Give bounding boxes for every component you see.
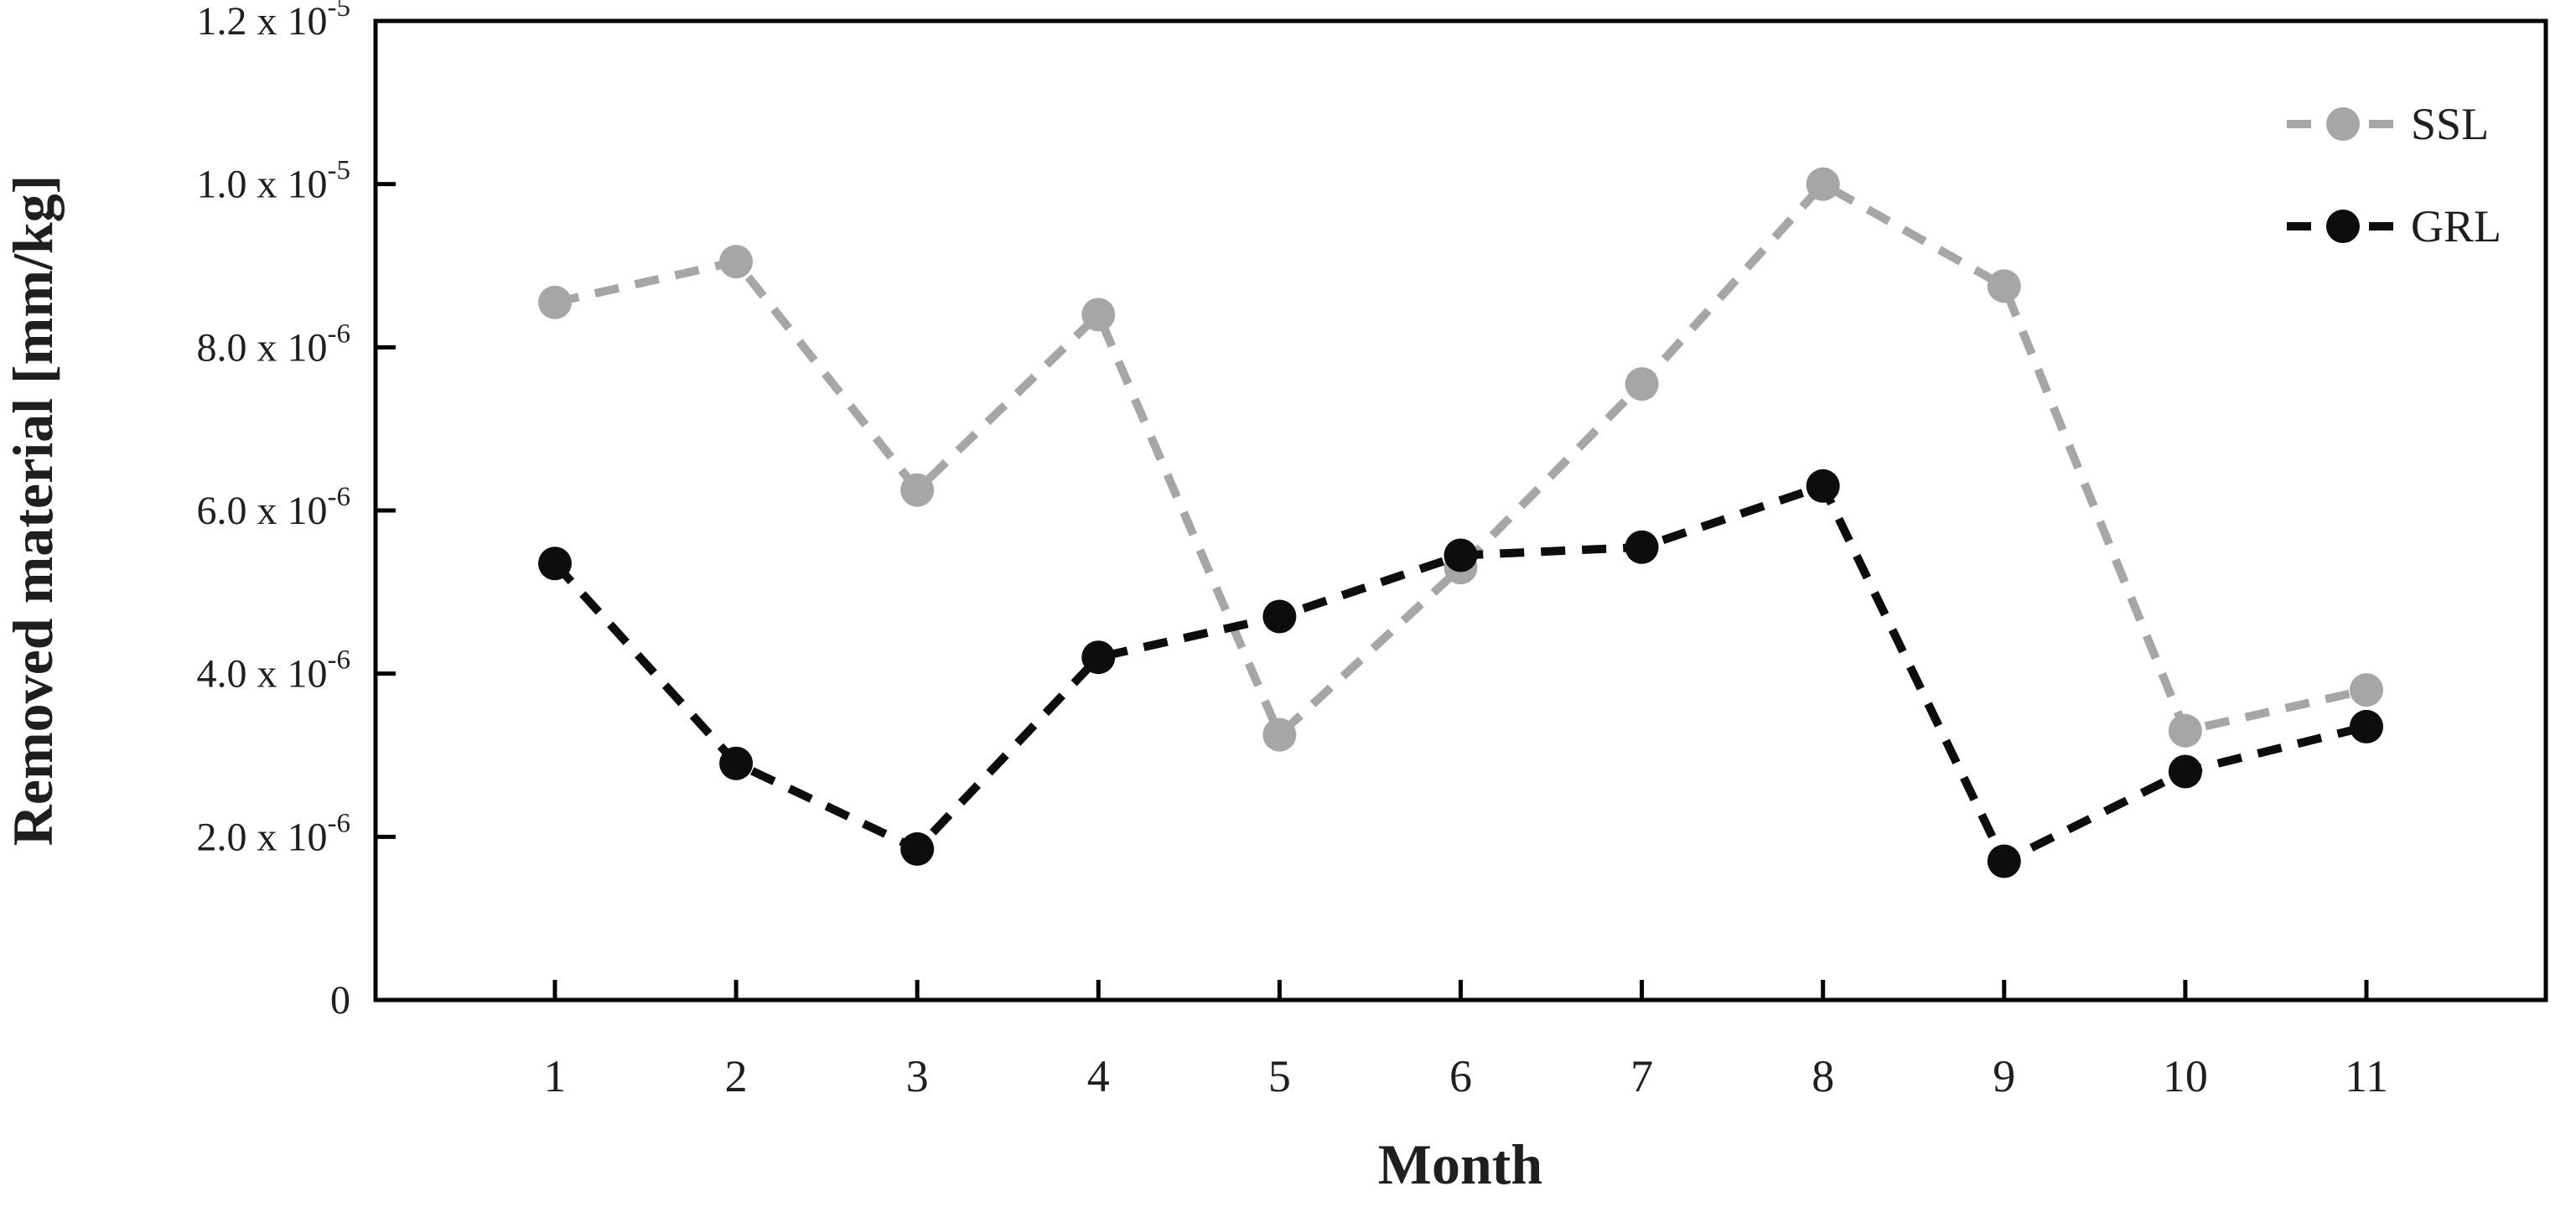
x-tick-label: 2 bbox=[725, 1051, 748, 1101]
x-axis: 1 2 3 4 5 6 7 8 9 10 11 bbox=[544, 980, 2388, 1101]
x-tick-label: 7 bbox=[1630, 1051, 1653, 1101]
ssl-data-point bbox=[1081, 298, 1116, 332]
grl-data-point bbox=[2168, 754, 2202, 789]
legend-marker bbox=[2326, 107, 2360, 141]
legend-item-ssl: SSL bbox=[2287, 99, 2489, 149]
x-axis-title: Month bbox=[1378, 1132, 1542, 1196]
legend: SSL GRL bbox=[2287, 99, 2501, 251]
plot-border bbox=[373, 18, 2548, 1002]
x-tick-label: 5 bbox=[1268, 1051, 1291, 1101]
grl-data-point bbox=[538, 547, 572, 581]
grl-data-point bbox=[1625, 530, 1659, 564]
ssl-data-point bbox=[1625, 367, 1659, 401]
legend-label: GRL bbox=[2411, 201, 2501, 251]
ssl-data-point bbox=[1262, 717, 1297, 752]
y-tick-label: 2.0 x 10-6 bbox=[197, 808, 351, 859]
grl-data-point bbox=[1806, 469, 1840, 503]
ssl-data-point bbox=[900, 473, 935, 507]
grl-data-point bbox=[900, 831, 935, 866]
y-axis: 0 2.0 x 10-6 4.0 x 10-6 6.0 x 10-6 8.0 x 10-… bbox=[197, 0, 396, 1023]
grl-data-point bbox=[2350, 709, 2383, 743]
y-tick-label: 4.0 x 10-6 bbox=[197, 645, 351, 697]
legend-label: SSL bbox=[2411, 99, 2489, 149]
y-tick-label: 8.0 x 10-6 bbox=[197, 319, 351, 370]
y-tick-label: 1.2 x 10-5 bbox=[197, 0, 351, 44]
ssl-line bbox=[553, 179, 2368, 743]
grl-data-point bbox=[1081, 640, 1116, 675]
ssl-data-point bbox=[1987, 269, 2021, 303]
series-layer bbox=[538, 167, 2383, 878]
x-tick-label: 3 bbox=[906, 1051, 929, 1101]
y-tick-label: 0 bbox=[330, 978, 350, 1023]
ssl-data-point bbox=[2168, 713, 2202, 748]
x-tick-label: 9 bbox=[1993, 1051, 2015, 1101]
y-axis-title: Removed material [mm/kg] bbox=[1, 175, 65, 847]
y-tick-label: 1.0 x 10-5 bbox=[197, 156, 351, 207]
x-tick-label: 4 bbox=[1087, 1051, 1110, 1101]
ssl-data-point bbox=[2350, 673, 2383, 707]
ssl-data-point bbox=[719, 245, 754, 279]
legend-marker bbox=[2326, 210, 2360, 243]
legend-item-grl: GRL bbox=[2287, 201, 2501, 251]
x-tick-label: 6 bbox=[1449, 1051, 1472, 1101]
x-tick-label: 10 bbox=[2163, 1051, 2208, 1101]
x-tick-label: 1 bbox=[544, 1051, 567, 1101]
ssl-data-point bbox=[1806, 167, 1840, 201]
x-tick-label: 11 bbox=[2345, 1051, 2388, 1101]
y-tick-label: 6.0 x 10-6 bbox=[197, 482, 351, 533]
x-tick-label: 8 bbox=[1811, 1051, 1834, 1101]
ssl-data-point bbox=[538, 285, 572, 319]
grl-data-point bbox=[1262, 599, 1297, 634]
grl-data-point bbox=[719, 746, 754, 780]
grl-data-point bbox=[1987, 844, 2021, 878]
grl-data-point bbox=[1443, 538, 1478, 572]
